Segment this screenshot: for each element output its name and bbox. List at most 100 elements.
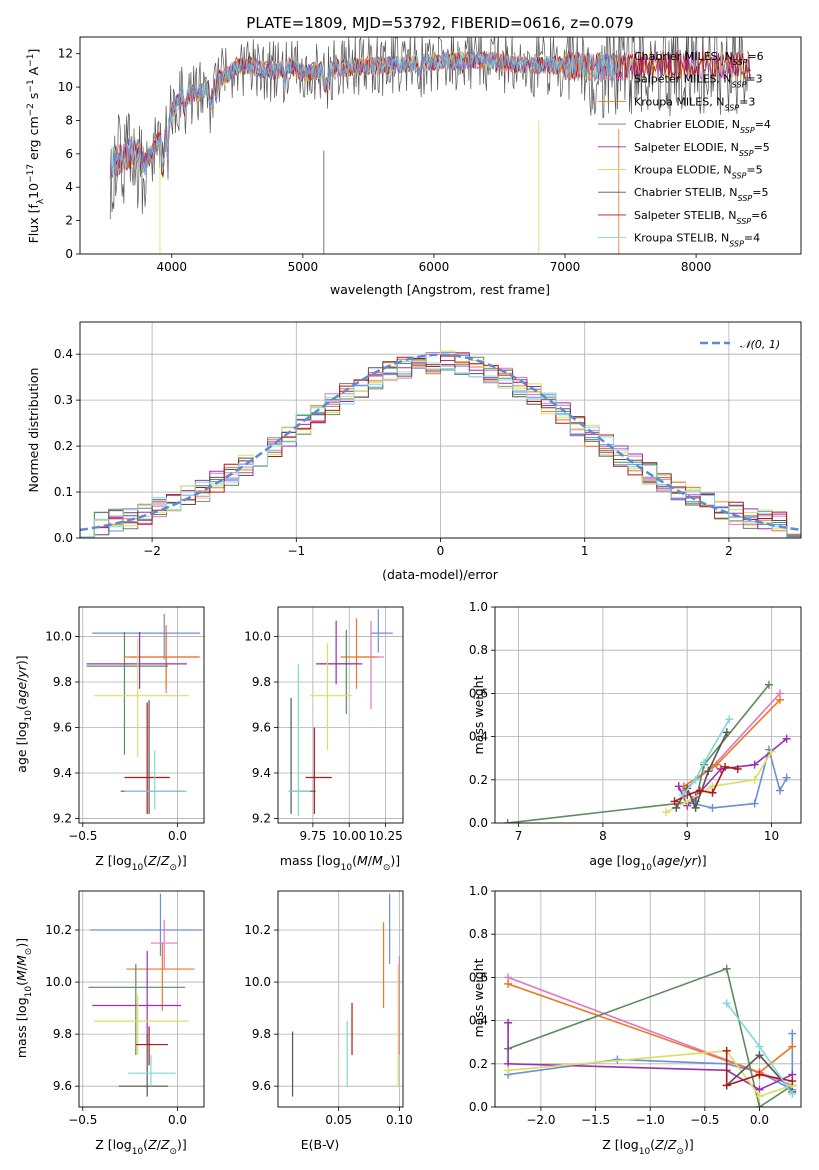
gaussian-curve: [80, 353, 801, 532]
axes-frame: [494, 890, 802, 1108]
x-tick-label: 0: [437, 544, 445, 558]
y-tick-label: 6: [65, 147, 73, 161]
weight-series-line: [507, 684, 770, 823]
residual-histogram-panel: −2 −1 0 1 2 0.0 0.1 0.2 0.3 0.4 𝒩(0, 1): [54, 321, 802, 558]
legend-label: Salpeter MILES, NSSP=3: [634, 73, 763, 90]
weight-point-marker: [695, 786, 704, 795]
weight-vs-age-panel: 7 8 9 10 0.0 0.2 0.4 0.6 0.8 1.0: [469, 600, 802, 843]
legend-sub: SSP: [733, 58, 748, 67]
weight-point-marker: [722, 728, 731, 737]
y-tick-label: 9.4: [53, 766, 72, 780]
x-tick-label: −0.5: [690, 1113, 719, 1127]
y-tick-label: 9.6: [252, 721, 271, 735]
x-tick-label: −0.5: [68, 1113, 97, 1127]
legend-label: Salpeter STELIB, NSSP=6: [634, 209, 767, 226]
weight-point-marker: [674, 782, 683, 791]
y-tick-label: 9.8: [252, 675, 271, 689]
weight-point-marker: [755, 1042, 764, 1051]
weight-point-marker: [503, 819, 512, 823]
figure-title: PLATE=1809, MJD=53792, FIBERID=0616, z=0…: [246, 14, 633, 32]
x-tick-label: −2.0: [526, 1113, 555, 1127]
legend-label: Kroupa ELODIE, NSSP=5: [634, 164, 763, 181]
spectrum-panel: 4000 5000 6000 7000 8000 0 2 4 6 8 10 12 Chabrier MI…: [58, 36, 802, 274]
weight-point-marker: [722, 1081, 731, 1090]
y-tick-label: 10.0: [45, 630, 72, 644]
y-tick-label: 0.4: [469, 1014, 488, 1028]
weight-point-marker: [700, 758, 709, 767]
weight-point-marker: [672, 803, 681, 812]
x-tick-label: 2: [725, 544, 733, 558]
legend-label: Chabrier MILES, NSSP=6: [634, 50, 764, 67]
y-tick-label: 0.2: [469, 1057, 488, 1071]
x-tick-label: 5000: [288, 260, 319, 274]
histogram-step: [80, 359, 801, 538]
histogram-xlabel: (data-model)/error: [382, 567, 499, 582]
x-tick-label: 10.25: [368, 829, 402, 843]
weight-point-marker: [722, 999, 731, 1008]
y-tick-label: 0.8: [469, 927, 488, 941]
y-tick-label: 0.4: [469, 730, 488, 744]
histogram-step: [80, 350, 801, 538]
histogram-ylabel: Normed distribution: [26, 368, 41, 493]
legend-label: Salpeter ELODIE, NSSP=5: [634, 141, 770, 158]
y-tick-label: 10.0: [244, 975, 271, 989]
weight-point-marker: [750, 775, 759, 784]
weight-point-marker: [788, 1029, 797, 1038]
y-tick-label: 0.3: [54, 393, 73, 407]
age-mass-xlabel: mass [log10(M/M⊙)]: [280, 853, 400, 873]
spectrum-series-line: [109, 50, 752, 179]
legend-sub: SSP: [739, 148, 754, 157]
x-tick-label: 0.0: [168, 1113, 187, 1127]
y-tick-label: 10.2: [244, 923, 271, 937]
axes-frame: [78, 606, 205, 824]
y-tick-label: 0.0: [469, 816, 488, 830]
age-vs-z-panel: −0.5 0.0 9.2 9.4 9.6 9.8 10.0: [45, 606, 205, 843]
histogram-step: [80, 352, 801, 538]
x-tick-label: 7: [515, 829, 523, 843]
weight-age-ylabel: mass weight: [471, 675, 486, 754]
x-tick-label: 8000: [681, 260, 712, 274]
spectrum-ylabel: Flux [fλ10−17 erg cm−2 s−1 A−1]: [26, 49, 46, 244]
y-tick-label: 0: [65, 247, 73, 261]
x-tick-label: 7000: [550, 260, 581, 274]
y-tick-label: 9.6: [252, 1079, 271, 1093]
weight-point-marker: [504, 979, 513, 988]
y-tick-label: 10.0: [244, 630, 271, 644]
weight-point-marker: [691, 775, 700, 784]
weight-series-line: [725, 1050, 793, 1087]
weight-z-ylabel: mass weight: [471, 958, 486, 1037]
histogram-step: [80, 356, 801, 538]
weight-point-marker: [782, 734, 791, 743]
y-tick-label: 8: [65, 113, 73, 127]
weight-point-marker: [755, 1092, 764, 1101]
y-tick-label: 1.0: [469, 600, 488, 614]
weight-point-marker: [712, 760, 721, 769]
weight-age-xlabel: age [log10(age/yr)]: [589, 853, 706, 873]
y-tick-label: 12: [58, 47, 73, 61]
legend-label: Chabrier ELODIE, NSSP=4: [634, 118, 771, 135]
weight-point-marker: [662, 808, 671, 817]
y-tick-label: 0.1: [54, 485, 73, 499]
x-tick-label: 9: [683, 829, 691, 843]
axes-frame: [277, 890, 404, 1108]
weight-point-marker: [782, 773, 791, 782]
y-tick-label: 10: [58, 80, 73, 94]
x-tick-label: 4000: [156, 260, 187, 274]
y-tick-label: 0.0: [469, 1100, 488, 1114]
weight-vs-z-panel: −2.0 −1.5 −1.0 −0.5 0.0 0.0 0.2 0.4 0.6 0.8 1.0: [469, 884, 802, 1127]
axes-frame: [494, 606, 802, 824]
mass-vs-ebv-panel: 0.05 0.10 9.6 9.8 10.0 10.2: [244, 890, 413, 1127]
weight-z-xlabel: Z [log10(Z/Z⊙)]: [602, 1137, 694, 1157]
weight-point-marker: [788, 1090, 797, 1099]
legend-sub: SSP: [729, 239, 744, 248]
y-tick-label: 9.8: [53, 1027, 72, 1041]
weight-point-marker: [755, 1051, 764, 1060]
x-tick-label: 0.05: [325, 1113, 352, 1127]
x-tick-label: 9.75: [300, 829, 327, 843]
y-tick-label: 9.4: [252, 766, 271, 780]
weight-point-marker: [755, 1070, 764, 1079]
axes-frame: [79, 36, 802, 255]
weight-point-marker: [725, 715, 734, 724]
y-tick-label: 9.8: [252, 1027, 271, 1041]
